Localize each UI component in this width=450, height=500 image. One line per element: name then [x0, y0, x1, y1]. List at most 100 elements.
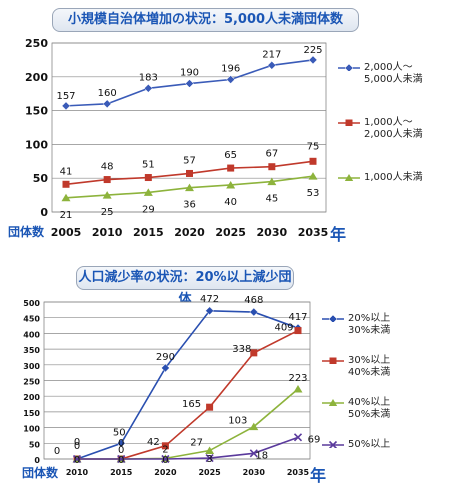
data-point [185, 79, 194, 88]
legend-marker-symbol [328, 440, 338, 448]
y-tick-label: 200 [25, 71, 48, 84]
y-tick-label: 150 [25, 105, 48, 118]
legend-marker [322, 314, 344, 322]
data-point [267, 60, 277, 70]
y-tick-label: 100 [25, 138, 48, 151]
data-label: 41 [60, 166, 73, 177]
data-label: 0 [74, 441, 80, 452]
legend-marker-symbol [344, 174, 354, 181]
data-point [103, 176, 111, 184]
x-tick-label: 2025 [215, 226, 246, 239]
x-tick-label: 2035 [287, 468, 310, 477]
y-tick-label: 400 [23, 330, 40, 339]
data-label: 0 [118, 438, 124, 449]
data-label: 2 [162, 444, 168, 455]
data-label: 0 [74, 455, 80, 466]
y-tick-label: 50 [33, 172, 49, 185]
x-tick-label: 2030 [257, 226, 288, 239]
data-label: 160 [98, 88, 117, 99]
data-point [250, 349, 258, 357]
y-tick-label: 300 [23, 362, 40, 371]
x-tick-label: 2010 [92, 226, 123, 239]
legend-marker [338, 119, 360, 126]
data-label: 18 [255, 450, 268, 461]
data-label: 217 [262, 49, 281, 60]
data-label: 468 [244, 295, 263, 306]
y-tick-label: 250 [23, 378, 40, 387]
data-point [268, 163, 276, 171]
data-point [249, 449, 258, 458]
y-tick-label: 250 [25, 37, 48, 50]
legend-label: 20%以上 30%未満 [348, 313, 391, 336]
x-tick-label: 2020 [174, 226, 205, 239]
data-point [72, 454, 82, 464]
legend-label: 2,000人～ 5,000人未満 [364, 62, 423, 85]
legend-label: 50%以上 [348, 439, 391, 450]
data-label: 223 [288, 373, 307, 384]
data-label: 50 [113, 427, 126, 438]
data-point [249, 422, 259, 431]
data-point [205, 446, 215, 455]
chart1-xlabel: 年 [330, 225, 347, 244]
y-tick-label: 100 [23, 425, 40, 434]
data-label: 0 [54, 446, 60, 457]
y-tick-label: 150 [23, 409, 40, 418]
legend-marker [322, 357, 344, 364]
legend-marker-symbol [329, 357, 337, 364]
data-label: 190 [180, 68, 199, 79]
data-label: 67 [265, 149, 278, 160]
data-point [144, 174, 152, 182]
data-label: 0 [162, 455, 168, 466]
data-label: 338 [232, 344, 251, 355]
data-label: 27 [190, 438, 203, 449]
data-label: 42 [147, 437, 160, 448]
x-tick-label: 2010 [66, 468, 89, 477]
data-point [293, 384, 303, 393]
x-tick-label: 2035 [298, 226, 329, 239]
legend-marker-symbol [328, 399, 338, 406]
data-point [227, 164, 235, 172]
x-tick-label: 2020 [154, 468, 177, 477]
legend-label: 1,000人～ 2,000人未満 [364, 117, 423, 140]
data-point [308, 55, 318, 65]
data-point [205, 453, 214, 463]
data-label: 65 [224, 150, 237, 161]
chart2-ylabel: 団体数 [22, 466, 59, 480]
data-point [61, 193, 71, 202]
data-label: 75 [307, 141, 320, 152]
y-tick-label: 500 [23, 299, 40, 308]
data-label: 0 [118, 455, 124, 466]
data-label: 21 [60, 210, 73, 221]
data-label: 51 [142, 160, 155, 171]
data-point [267, 177, 277, 186]
data-point [186, 169, 193, 177]
data-point [102, 191, 112, 199]
data-label: 196 [221, 64, 240, 75]
data-label: 45 [265, 194, 278, 205]
data-point [249, 307, 259, 317]
data-label: 53 [307, 188, 320, 199]
x-tick-label: 2015 [133, 226, 164, 239]
data-label: 472 [200, 294, 219, 305]
data-point [117, 454, 126, 464]
data-point [293, 433, 303, 442]
y-tick-label: 0 [34, 456, 40, 465]
y-tick-label: 350 [23, 346, 40, 355]
data-point [62, 180, 70, 188]
data-label: 25 [101, 207, 114, 218]
data-point [161, 442, 169, 450]
legend-marker-symbol [328, 314, 338, 322]
x-tick-label: 2015 [110, 468, 133, 477]
data-label: 69 [308, 434, 321, 445]
series-line [77, 436, 299, 460]
y-tick-label: 200 [23, 393, 40, 402]
data-label: 29 [142, 204, 155, 215]
data-label: 57 [183, 155, 196, 166]
data-point [143, 83, 153, 93]
data-point [161, 363, 170, 373]
data-point [116, 438, 126, 448]
y-tick-label: 0 [40, 206, 48, 219]
legend-marker [338, 63, 360, 71]
data-label: 0 [74, 437, 80, 448]
data-point [226, 75, 236, 84]
